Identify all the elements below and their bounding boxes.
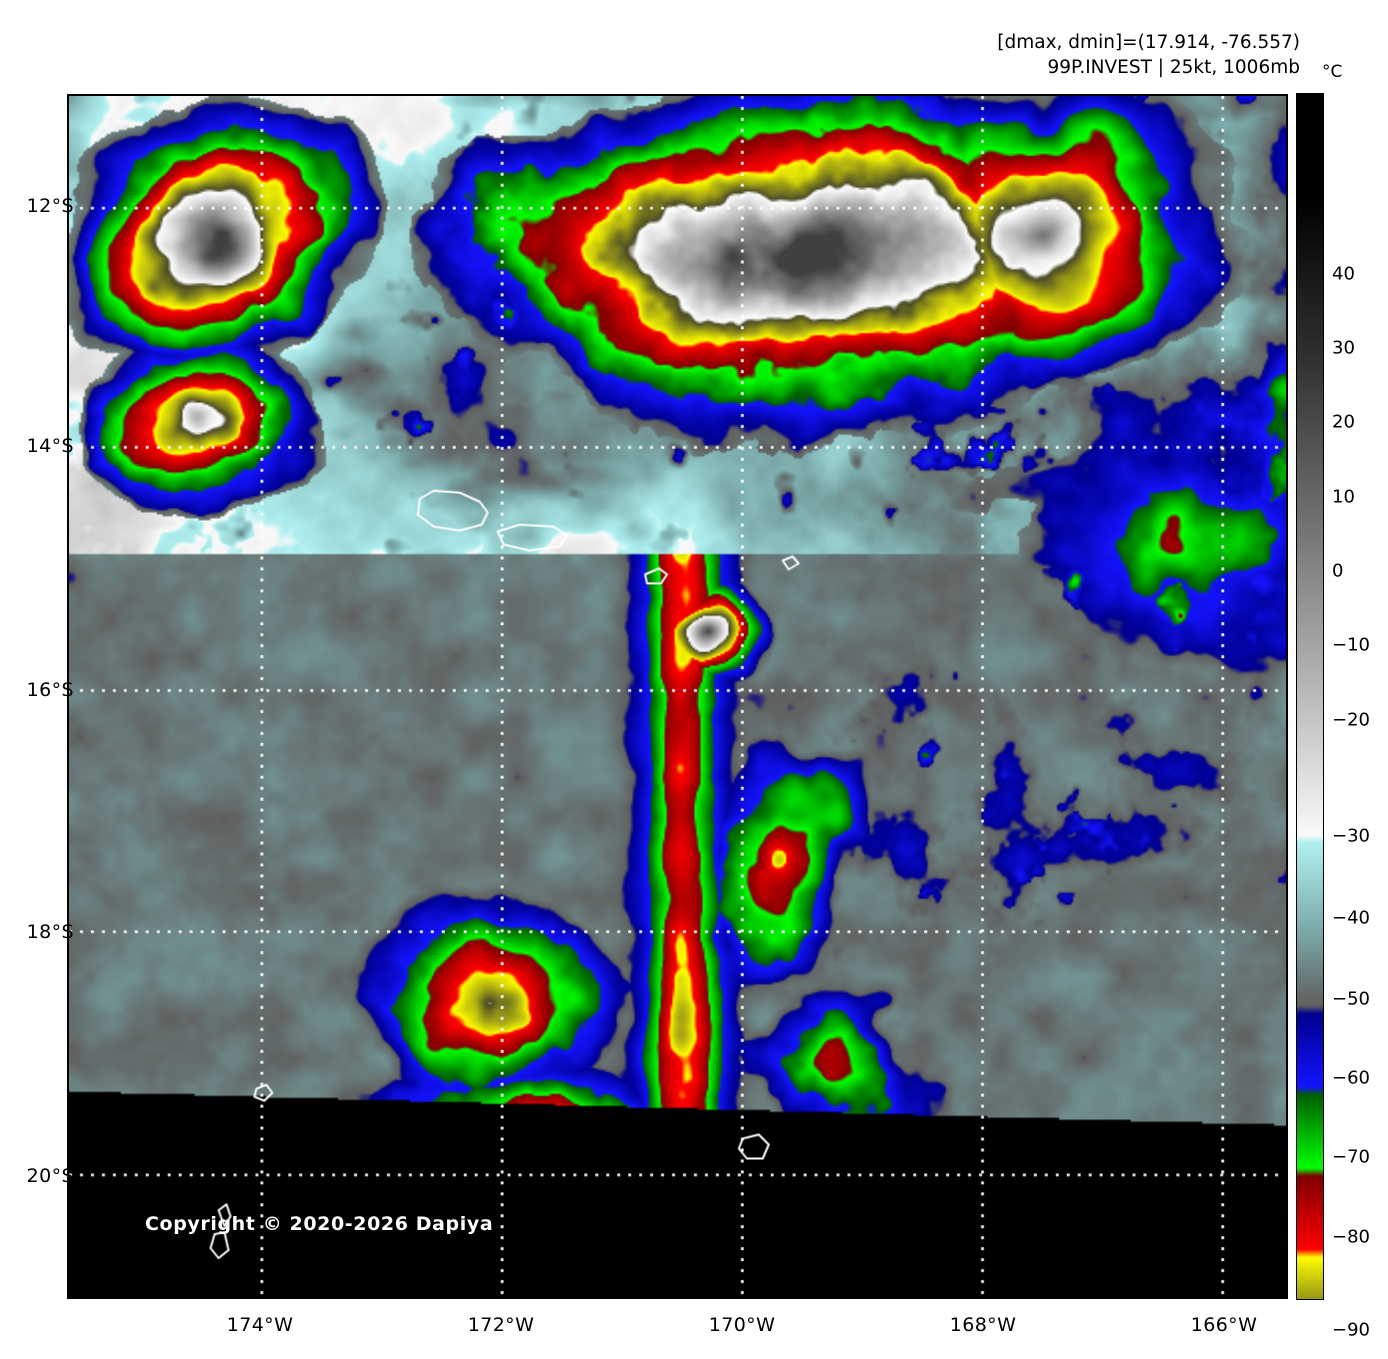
copyright-label: Copyright © 2020-2026 Dapiya	[145, 1213, 494, 1235]
x-axis-tick-label: 174°W	[226, 1314, 294, 1336]
y-axis-tick-label: 16°S	[26, 679, 74, 701]
colorbar-tick-label: −90	[1332, 1319, 1370, 1341]
colorbar-tick-label: −30	[1332, 825, 1370, 847]
colorbar-tick-label: −10	[1332, 634, 1370, 656]
temperature-colorbar	[1296, 93, 1324, 1300]
y-axis-tick-label: 14°S	[26, 435, 74, 457]
x-axis-tick-label: 170°W	[708, 1314, 776, 1336]
y-axis-tick-label: 18°S	[26, 921, 74, 943]
colorbar-tick-label: −40	[1332, 907, 1370, 929]
y-axis-tick-label: 20°S	[26, 1165, 74, 1187]
colorbar-tick-label: 40	[1332, 263, 1355, 285]
storm-invest-readout: 99P.INVEST | 25kt, 1006mb	[1047, 57, 1301, 78]
dmax-dmin-readout: [dmax, dmin]=(17.914, -76.557)	[997, 32, 1300, 53]
metadata-block: [dmax, dmin]=(17.914, -76.557) 99P.INVES…	[997, 30, 1300, 80]
colorbar-tick-label: −20	[1332, 709, 1370, 731]
colorbar-tick-label: −80	[1332, 1226, 1370, 1248]
colorbar-tick-label: −60	[1332, 1067, 1370, 1089]
satellite-image-plot: Copyright © 2020-2026 Dapiya	[67, 94, 1288, 1299]
x-axis-tick-label: 172°W	[467, 1314, 535, 1336]
colorbar-tick-label: 20	[1332, 411, 1355, 433]
colorbar-gradient	[1296, 93, 1324, 1300]
lat-lon-gridline-overlay	[69, 96, 1286, 1297]
colorbar-tick-label: 0	[1332, 560, 1344, 582]
x-axis-tick-label: 168°W	[949, 1314, 1017, 1336]
colorbar-unit-label: °C	[1322, 62, 1343, 82]
colorbar-tick-label: 30	[1332, 337, 1355, 359]
colorbar-tick-label: −70	[1332, 1146, 1370, 1168]
x-axis-tick-label: 166°W	[1190, 1314, 1258, 1336]
y-axis-tick-label: 12°S	[26, 195, 74, 217]
colorbar-tick-label: −50	[1332, 988, 1370, 1010]
colorbar-tick-label: 10	[1332, 486, 1355, 508]
